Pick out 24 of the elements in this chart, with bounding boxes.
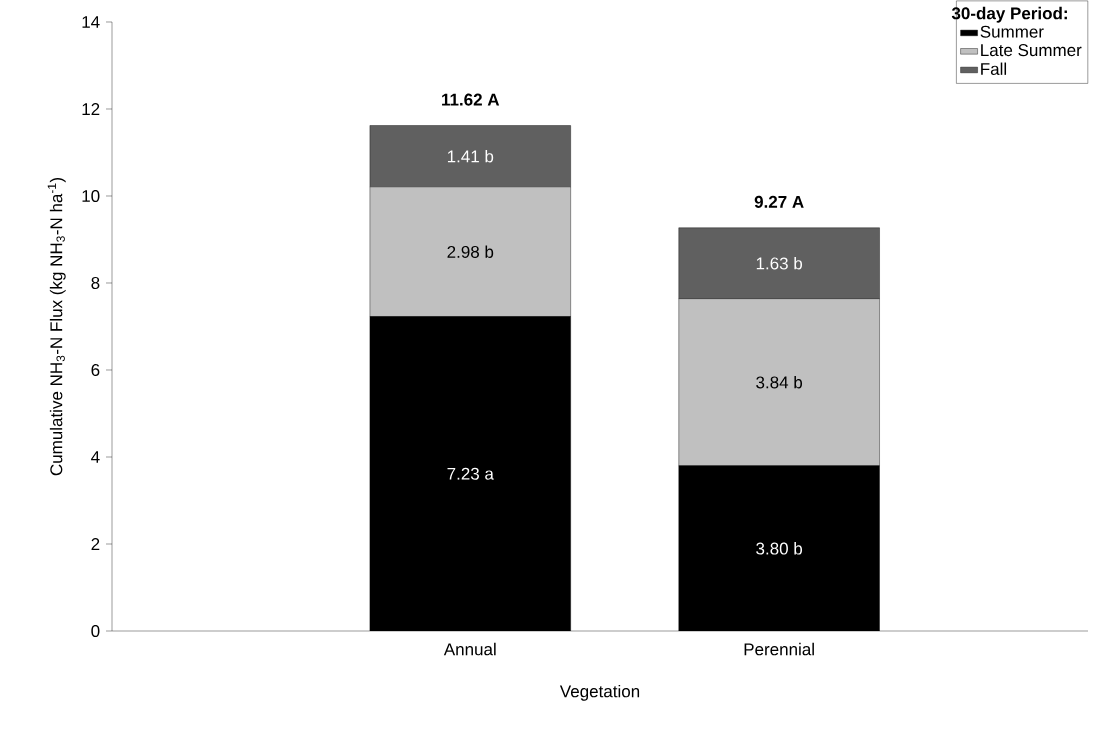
x-tick-label: Annual	[443, 642, 496, 656]
data-label: 7.23 a	[447, 467, 494, 480]
total-label: 11.62 A	[442, 93, 500, 106]
legend-label: Fall	[981, 62, 1007, 76]
data-label: 3.84 b	[756, 375, 803, 389]
y-tick-label: 14	[82, 16, 100, 28]
y-axis-title: Cumulative NH$_{3}$-N Flux (kg NH$_{3}$-N ha$^{-1}$)	[47, 177, 66, 476]
total-label: 9.27 A	[754, 195, 804, 208]
x-axis-title: Vegetation	[559, 684, 640, 701]
data-label: 2.98 b	[447, 245, 494, 258]
y-tick-label: 12	[82, 103, 100, 115]
data-label: 3.80 b	[756, 542, 803, 555]
legend-label: Summer	[980, 25, 1044, 38]
y-tick-label: 10	[82, 189, 100, 203]
legend-label: Late Summer	[981, 44, 1082, 57]
data-label: 1.41 b	[447, 149, 494, 163]
y-tick-label: 2	[91, 538, 100, 550]
y-tick-label: 8	[91, 276, 100, 290]
y-tick-label: 0	[91, 624, 100, 638]
y-tick-label: 6	[91, 363, 100, 377]
legend-title: 30-day Period:	[951, 6, 1067, 23]
data-label: 1.63 b	[756, 256, 803, 270]
x-tick-label: Perennial	[744, 642, 814, 656]
y-tick-label: 4	[91, 451, 100, 463]
